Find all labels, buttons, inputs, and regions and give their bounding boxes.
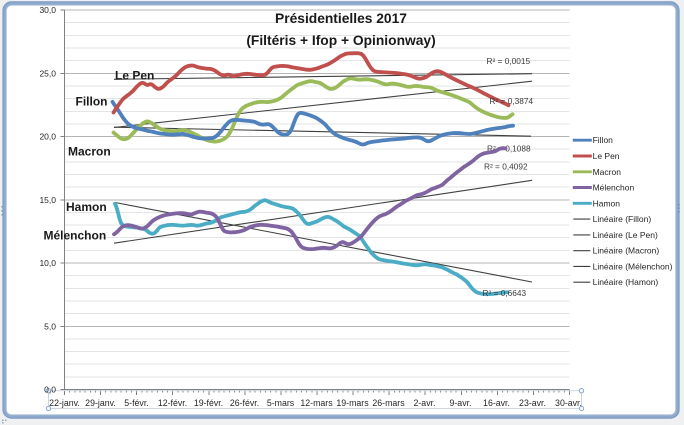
svg-text:9-avr.: 9-avr. [449,398,471,408]
svg-text:R² = 0,4092: R² = 0,4092 [484,161,528,171]
svg-text:16-avr.: 16-avr. [483,398,510,408]
svg-text:Linéaire (Hamon): Linéaire (Hamon) [593,277,659,287]
svg-text:R² = 0,6643: R² = 0,6643 [483,288,527,298]
svg-text:25,0: 25,0 [39,68,56,78]
svg-text:Mélenchon: Mélenchon [44,229,107,243]
svg-text:12-févr.: 12-févr. [158,398,187,408]
svg-text:22-janv.: 22-janv. [49,398,80,408]
svg-text:Le Pen: Le Pen [115,68,154,82]
svg-text:(Filtéris + Ifop + Opinionway): (Filtéris + Ifop + Opinionway) [246,33,435,48]
svg-text:20,0: 20,0 [39,132,56,142]
svg-text:R² = 0,1088: R² = 0,1088 [487,144,531,154]
svg-text:0,0: 0,0 [44,385,56,395]
svg-text:12-mars: 12-mars [300,398,333,408]
svg-text:5,0: 5,0 [44,321,56,331]
svg-text:10,0: 10,0 [39,258,56,268]
svg-text:26-févr.: 26-févr. [230,398,259,408]
svg-text:5-mars: 5-mars [267,398,295,408]
svg-text:5-févr.: 5-févr. [124,398,148,408]
svg-text:2-avr.: 2-avr. [413,398,435,408]
svg-text:R² = 0,3874: R² = 0,3874 [490,96,534,106]
svg-text:Fillon: Fillon [76,94,108,108]
svg-text:Linéaire (Macron): Linéaire (Macron) [593,246,660,256]
svg-text:R² = 0,0015: R² = 0,0015 [487,56,531,66]
svg-text:26-mars: 26-mars [372,398,405,408]
svg-text:Linéaire (Le Pen): Linéaire (Le Pen) [593,230,658,240]
svg-text:Hamon: Hamon [66,200,107,214]
svg-text:Linéaire (Fillon): Linéaire (Fillon) [593,214,652,224]
svg-text:Le Pen: Le Pen [593,151,620,161]
svg-text:Présidentielles 2017: Présidentielles 2017 [275,11,407,26]
svg-text:23-avr.: 23-avr. [519,398,546,408]
svg-text:30-avr.: 30-avr. [555,398,582,408]
svg-text:Linéaire (Mélenchon): Linéaire (Mélenchon) [593,261,673,271]
svg-text:29-janv.: 29-janv. [85,398,116,408]
svg-text:30,0: 30,0 [39,5,56,15]
svg-text:Macron: Macron [593,167,622,177]
svg-text:Fillon: Fillon [593,135,614,145]
svg-text:Macron: Macron [68,144,111,158]
svg-text:15,0: 15,0 [39,195,56,205]
svg-text:19-mars: 19-mars [336,398,369,408]
svg-text:Hamon: Hamon [593,198,621,208]
svg-text:Mélenchon: Mélenchon [593,183,635,193]
svg-text:19-févr.: 19-févr. [194,398,223,408]
